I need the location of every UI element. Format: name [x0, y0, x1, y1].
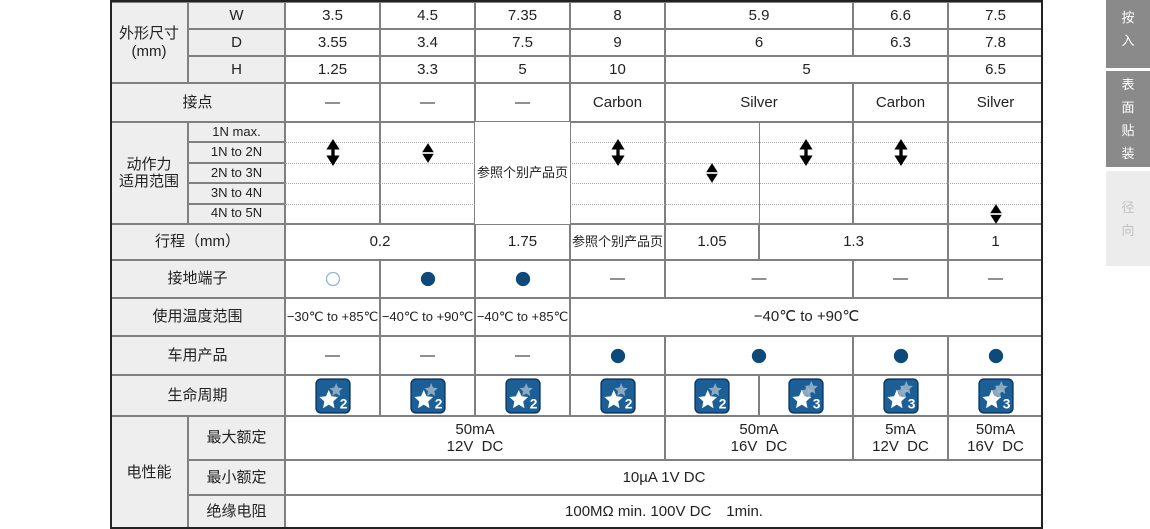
- svg-text:2: 2: [434, 396, 442, 411]
- svg-text:2: 2: [719, 396, 727, 411]
- svg-text:3: 3: [813, 396, 821, 411]
- svg-text:3: 3: [1002, 396, 1010, 411]
- svg-text:2: 2: [529, 396, 537, 411]
- svg-text:2: 2: [624, 396, 632, 411]
- svg-text:2: 2: [339, 396, 347, 411]
- svg-text:3: 3: [907, 396, 915, 411]
